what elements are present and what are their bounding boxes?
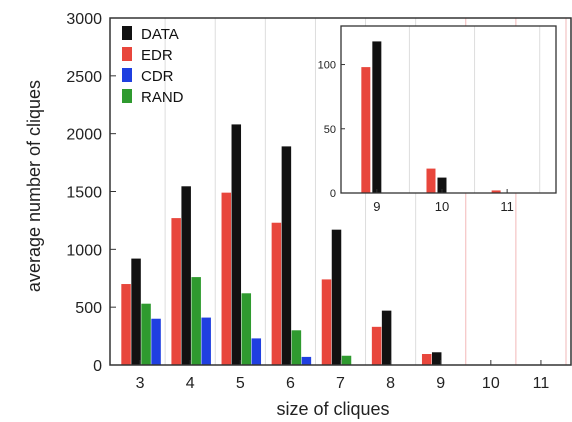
inset-y-tick-label: 50 bbox=[324, 124, 336, 136]
bar-cdr-3 bbox=[151, 318, 161, 365]
main-y-ticks: 0 500 1000 1500 2000 2500 3000 bbox=[66, 11, 116, 375]
legend-label-cdr: CDR bbox=[141, 68, 174, 85]
inset-bar-edr-10 bbox=[426, 168, 436, 193]
bar-edr-8 bbox=[371, 326, 382, 365]
y-tick-label: 3000 bbox=[66, 11, 102, 28]
bar-data-4 bbox=[181, 186, 191, 365]
x-tick-label: 7 bbox=[336, 375, 345, 392]
main-bars bbox=[121, 124, 442, 365]
y-tick-label: 0 bbox=[93, 358, 102, 375]
x-tick-label: 9 bbox=[436, 375, 445, 392]
inset-y-tick-label: 0 bbox=[330, 188, 336, 200]
bar-data-8 bbox=[381, 310, 392, 365]
bar-edr-7 bbox=[321, 279, 332, 365]
main-x-ticks: 3 4 5 6 7 8 9 10 11 bbox=[136, 360, 550, 392]
y-tick-label: 500 bbox=[75, 300, 102, 317]
legend-swatch-rand bbox=[122, 89, 132, 103]
bar-cdr-5 bbox=[251, 338, 262, 365]
bar-cdr-6 bbox=[301, 356, 312, 365]
bar-data-3 bbox=[131, 258, 141, 365]
bar-cdr-4 bbox=[201, 317, 211, 365]
bar-data-9 bbox=[431, 352, 442, 365]
inset-x-tick-label: 11 bbox=[500, 199, 514, 214]
bar-data-6 bbox=[281, 146, 292, 365]
legend-swatch-data bbox=[122, 26, 132, 40]
inset-bars bbox=[361, 41, 501, 193]
bar-edr-6 bbox=[271, 222, 282, 365]
bar-edr-4 bbox=[171, 218, 181, 365]
bar-edr-9 bbox=[421, 354, 432, 365]
inset-chart: 0 50 100 9 10 11 bbox=[318, 25, 557, 214]
y-tick-label: 2500 bbox=[66, 69, 102, 86]
bar-rand-7 bbox=[341, 355, 352, 365]
bar-data-5 bbox=[231, 124, 242, 365]
legend-label-rand: RAND bbox=[141, 89, 184, 106]
inset-y-tick-label: 100 bbox=[318, 60, 336, 72]
inset-gridlines bbox=[408, 26, 541, 193]
y-tick-label: 1500 bbox=[66, 185, 102, 202]
x-tick-label: 5 bbox=[236, 375, 245, 392]
y-axis-label: average number of cliques bbox=[24, 80, 44, 292]
inset-bar-data-10 bbox=[437, 177, 447, 193]
inset-x-tick-label: 9 bbox=[373, 199, 380, 214]
legend: DATA EDR CDR RAND bbox=[122, 26, 184, 106]
x-axis-label: size of cliques bbox=[276, 399, 389, 419]
bar-rand-6 bbox=[291, 330, 302, 365]
bar-rand-5 bbox=[241, 293, 252, 365]
inset-y-ticks: 0 50 100 bbox=[318, 60, 345, 200]
inset-bar-edr-11 bbox=[491, 190, 501, 193]
legend-label-edr: EDR bbox=[141, 47, 173, 64]
x-tick-label: 10 bbox=[482, 375, 500, 392]
bar-edr-3 bbox=[121, 284, 131, 365]
legend-swatch-edr bbox=[122, 47, 132, 61]
legend-swatch-cdr bbox=[122, 68, 132, 82]
x-tick-label: 6 bbox=[286, 375, 295, 392]
inset-bar-data-9 bbox=[372, 41, 382, 193]
x-tick-label: 3 bbox=[136, 375, 145, 392]
inset-x-ticks: 9 10 11 bbox=[373, 189, 514, 214]
bar-rand-4 bbox=[191, 277, 201, 365]
x-tick-label: 4 bbox=[186, 375, 195, 392]
inset-bar-edr-9 bbox=[361, 67, 371, 193]
bar-edr-5 bbox=[221, 192, 232, 365]
inset-plot-frame bbox=[340, 25, 557, 194]
x-tick-label: 8 bbox=[386, 375, 395, 392]
y-tick-label: 1000 bbox=[66, 242, 102, 259]
x-tick-label: 11 bbox=[533, 375, 550, 392]
bar-data-7 bbox=[331, 229, 342, 365]
inset-x-tick-label: 10 bbox=[435, 199, 449, 214]
bar-rand-3 bbox=[141, 303, 151, 365]
y-tick-label: 2000 bbox=[66, 127, 102, 144]
legend-label-data: DATA bbox=[141, 26, 179, 43]
